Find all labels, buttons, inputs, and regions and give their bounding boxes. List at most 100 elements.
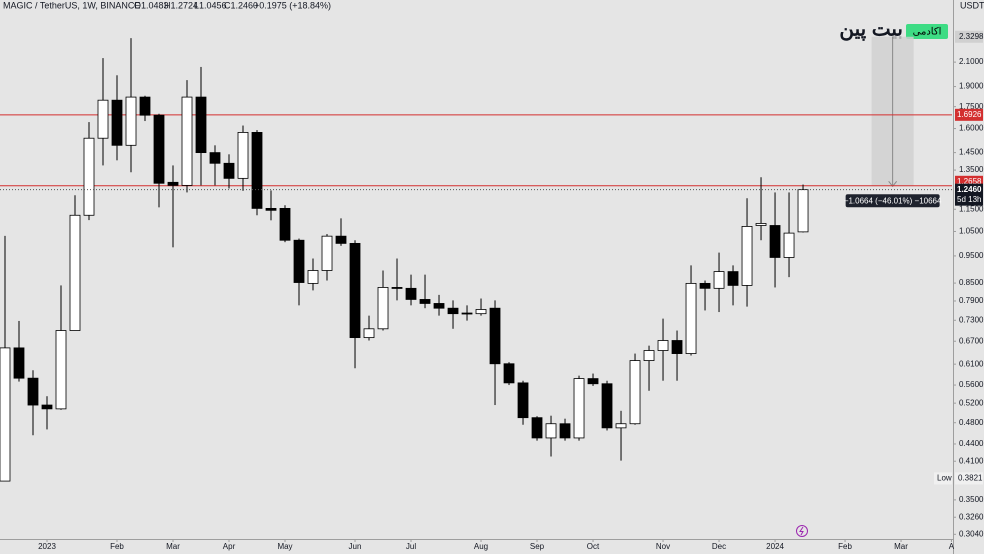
y-tick-label: 0.4100 [959,456,984,465]
candle-body [797,189,809,233]
price-label-bg [955,108,983,121]
candle-body [55,330,67,410]
countdown-label: 5d 13h [957,195,981,204]
event-icon[interactable] [796,525,808,537]
candle-body [727,271,739,286]
y-tick-label: 0.6100 [959,359,984,368]
y-tick-label: 0.3040 [959,529,984,538]
x-tick-label: Feb [838,542,852,551]
candle-body [601,383,613,429]
candle-body [559,423,571,439]
candle-body [209,152,221,164]
currency: USDT [960,0,984,10]
x-tick-label: Mar [166,542,180,551]
candle-body [783,232,795,258]
candle-body [475,309,487,315]
event-icon-bolt [799,526,804,536]
y-tick-label: 0.4800 [959,418,984,427]
candle-body [13,347,25,379]
ohlc-open: O1.0483 [134,0,169,10]
candle-body [97,99,109,139]
y-tick-label: 1.7500 [959,102,984,111]
candle-body [699,282,711,289]
ohlc-high: H1.2724 [164,0,198,10]
current-price-label: 1.2460 [957,185,982,194]
candle-body [671,340,683,354]
candle-body [349,242,361,339]
ohlc-low: L1.0456 [194,0,227,10]
candle-body [153,114,165,184]
candle-body [237,132,249,179]
y-tick-label: 0.4400 [959,439,984,448]
y-tick-label: 1.0500 [959,227,984,236]
measure-label-bg [845,194,940,208]
candle-body [293,239,305,283]
y-tick-label: 0.3260 [959,512,984,521]
low-price-label: 0.3821 [958,474,983,483]
x-tick-label: Feb [110,542,124,551]
y-tick-label: 1.4500 [959,148,984,157]
candle-body [419,299,431,304]
candle-body [321,235,333,271]
candle-body [615,423,627,429]
measure-price-label: 2.3298 [959,32,984,41]
candle-body [27,377,39,406]
ohlc-close: C1.2460 [224,0,258,10]
candle-body [391,287,403,289]
candle-body [573,378,585,439]
candle-body [0,347,11,482]
x-tick-label: Sep [530,542,545,551]
candle-body [139,96,151,116]
candle-body [741,226,753,286]
candle-body [251,132,263,209]
price-label: 1.6926 [957,110,982,119]
x-tick-label: Aug [474,542,488,551]
x-tick-label: Jul [406,542,416,551]
candle-body [713,271,725,289]
candle-body [41,404,53,410]
y-tick-label: 0.5200 [959,398,984,407]
ohlc-change: +0.1975 (+18.84%) [254,0,331,10]
candle-body [587,378,599,385]
candle-body [657,340,669,351]
candle-body [223,162,235,179]
candle-body [335,235,347,244]
x-tick-label: Oct [587,542,600,551]
y-tick-label: 1.9000 [959,82,984,91]
low-tag: Low [937,474,952,483]
candle-body [377,287,389,330]
x-tick-label: May [277,542,292,551]
x-tick-label: Apr [223,542,236,551]
candle-body [265,207,277,211]
x-tick-label: Nov [656,542,670,551]
candle-body [461,312,473,315]
y-tick-label: 0.6700 [959,336,984,345]
candle-body [685,282,697,354]
candle-body [111,99,123,146]
candle-body [643,350,655,361]
x-tick-label: 2024 [766,542,784,551]
candle-body [433,303,445,309]
x-tick-label: 2023 [38,542,56,551]
candle-body [363,328,375,339]
candle-body [629,360,641,425]
price-label: 1.2658 [957,177,982,186]
x-tick-label: Mar [894,542,908,551]
candle-body [83,137,95,216]
candle-body [545,423,557,439]
x-tick-label: A [949,542,955,551]
y-tick-label: 0.3500 [959,495,984,504]
y-tick-label: 1.3500 [959,165,984,174]
candle-body [517,382,529,419]
y-tick-label: 1.6000 [959,124,984,133]
logo-badge-bg [906,24,948,39]
candle-body [125,96,137,146]
measure-label: −1.0664 (−46.01%) −10664 [844,196,942,205]
candle-body [489,307,501,365]
current-price-bg [955,183,983,206]
symbol: MAGIC / TetherUS, 1W, BINANCE [3,0,140,10]
y-tick-label: 0.5600 [959,380,984,389]
candle-body [69,214,81,331]
